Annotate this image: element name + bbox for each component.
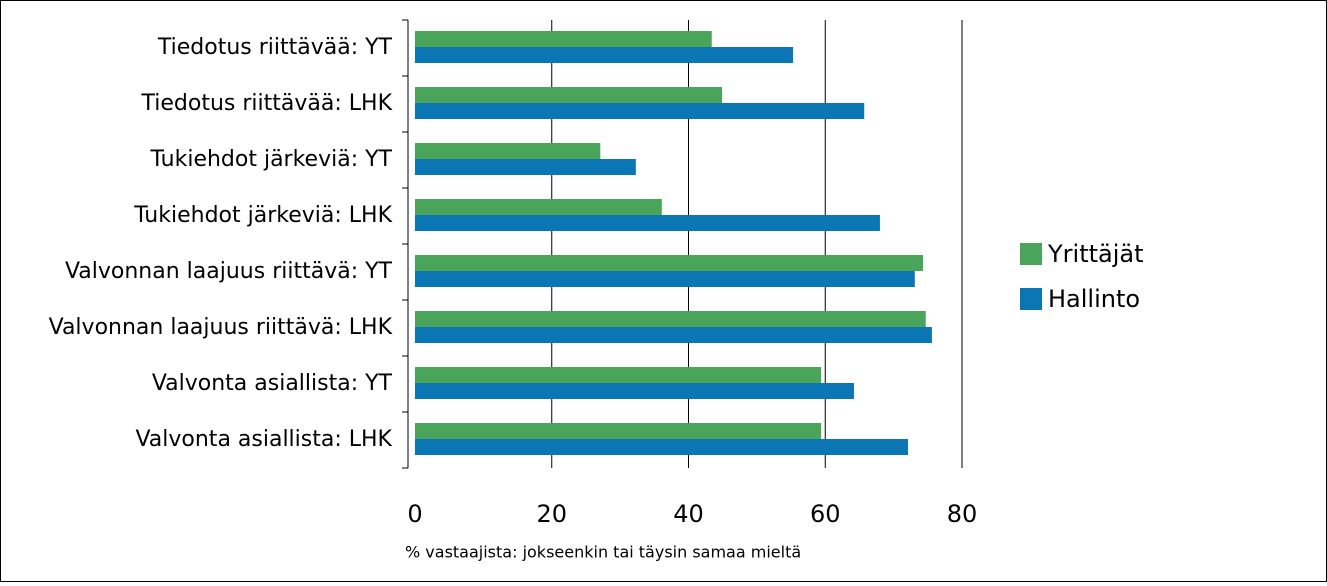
y-tick-label: Valvonta asiallista: LHK [135, 427, 392, 452]
bar [415, 367, 822, 383]
x-axis-label: % vastaajista: jokseenkin tai täysin sam… [405, 543, 801, 562]
x-tick-label: 0 [407, 500, 422, 528]
bar [415, 271, 915, 287]
x-tick-label: 60 [810, 500, 841, 528]
y-tick-label: Tukiehdot järkeviä: YT [150, 147, 393, 172]
bar [415, 423, 822, 439]
bar [415, 47, 794, 63]
legend-swatch [1020, 243, 1042, 265]
bar [415, 159, 636, 175]
bar [415, 199, 662, 215]
legend-label: Yrittäjät [1047, 240, 1144, 268]
y-tick-label: Valvonnan laajuus riittävä: LHK [49, 315, 393, 340]
bar [415, 255, 924, 271]
x-tick-label: 80 [947, 500, 978, 528]
bar [415, 383, 854, 399]
bar [415, 311, 926, 327]
x-tick-label: 20 [536, 500, 567, 528]
y-tick-label: Valvonta asiallista: YT [152, 371, 393, 396]
y-tick-label: Tiedotus riittävää: LHK [141, 91, 393, 116]
bar [415, 215, 880, 231]
y-tick-label: Valvonnan laajuus riittävä: YT [65, 259, 393, 284]
bar [415, 87, 723, 103]
bar [415, 327, 932, 343]
bar [415, 439, 908, 455]
bar [415, 31, 712, 47]
bar [415, 103, 865, 119]
legend-label: Hallinto [1048, 285, 1140, 313]
legend-swatch [1020, 288, 1042, 310]
y-tick-label: Tukiehdot järkeviä: LHK [133, 203, 392, 228]
x-tick-label: 40 [673, 500, 704, 528]
bar [415, 143, 601, 159]
y-tick-label: Tiedotus riittävää: YT [157, 35, 393, 60]
